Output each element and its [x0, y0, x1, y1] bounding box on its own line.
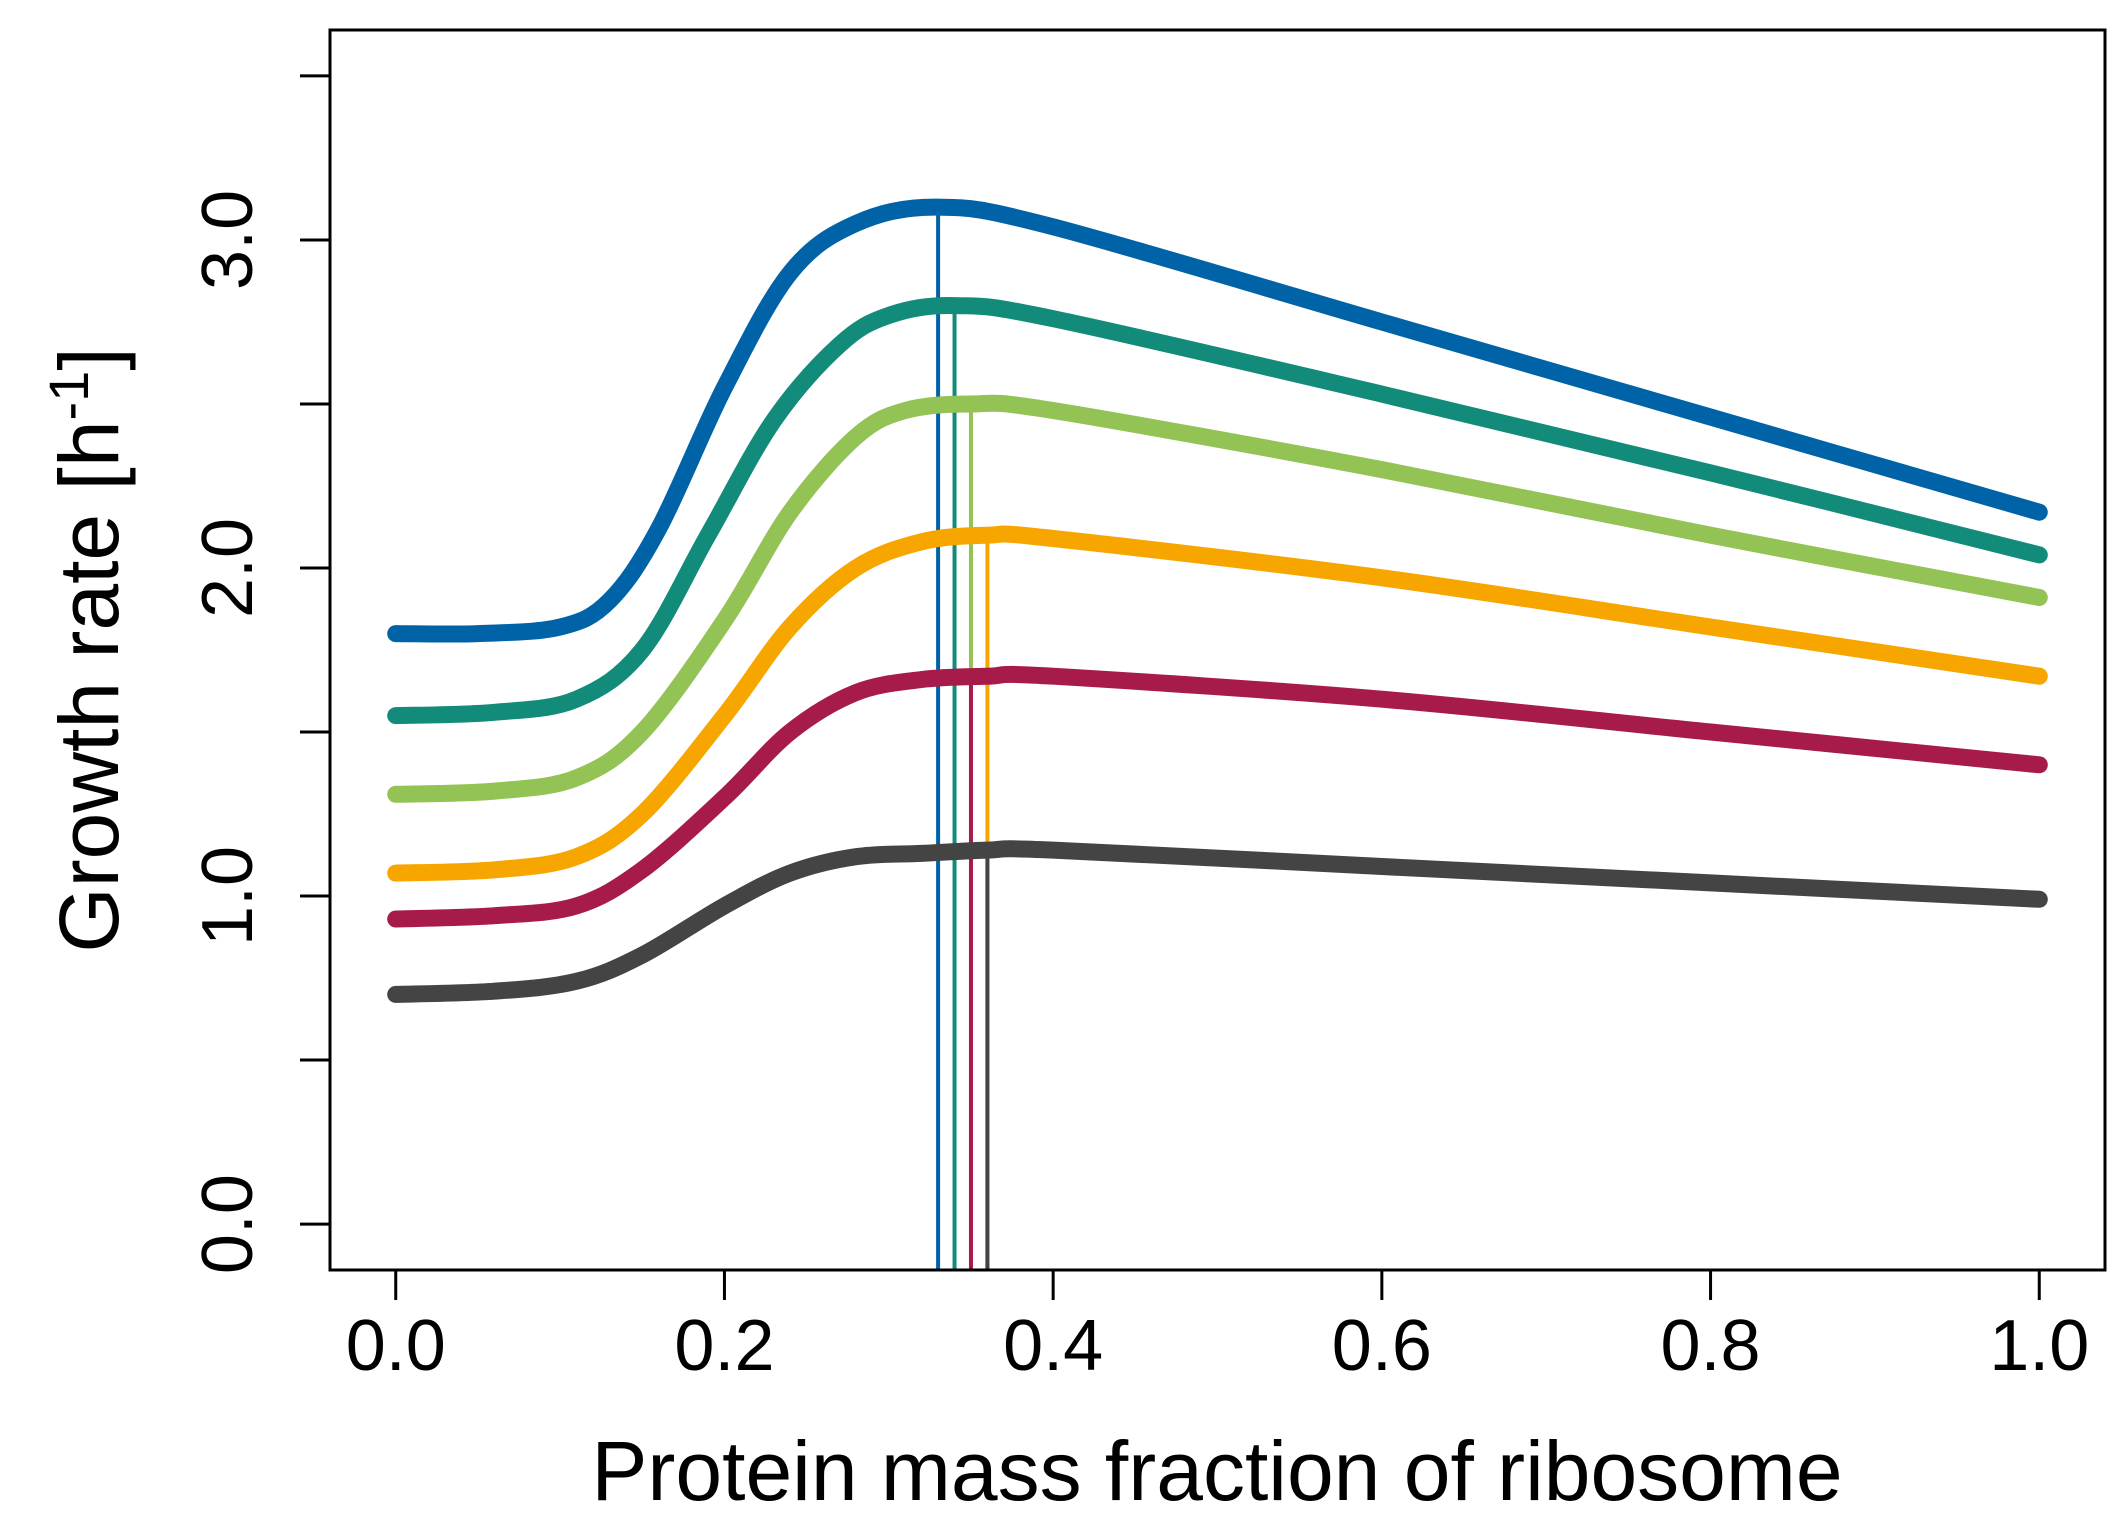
- series-line: [387, 394, 2048, 803]
- series-line: [387, 297, 2048, 725]
- y-axis-title-sup: -1: [37, 371, 100, 421]
- optimum-lines: [936, 207, 990, 1270]
- series-line: [387, 665, 2048, 928]
- series-lines: [387, 198, 2048, 1003]
- y-axis-title: Growth rate [h-1]: [37, 347, 136, 952]
- series-line: [387, 525, 2048, 882]
- x-tick-label: 0.6: [1332, 1306, 1432, 1386]
- y-axis: 0.0 1.0 2.0 3.0: [188, 74, 332, 1274]
- y-axis-title-main: Growth rate [h: [42, 420, 136, 952]
- x-axis: 0.0 0.2 0.4 0.6 0.8 1.0: [346, 1268, 2089, 1386]
- x-tick-label: 0.2: [674, 1306, 774, 1386]
- x-tick-label: 0.4: [1003, 1306, 1103, 1386]
- x-tick-label: 0.0: [346, 1306, 446, 1386]
- x-tick-label: 0.8: [1661, 1306, 1761, 1386]
- y-tick-label: 3.0: [188, 190, 268, 290]
- x-axis-title: Protein mass fraction of ribosome: [591, 1424, 1842, 1518]
- y-tick-label: 0.0: [188, 1174, 268, 1274]
- x-tick-label: 1.0: [1989, 1306, 2089, 1386]
- series-line: [387, 840, 2048, 1003]
- y-tick-label: 2.0: [188, 518, 268, 618]
- y-tick-label: 1.0: [188, 846, 268, 946]
- y-axis-title-close: ]: [42, 347, 136, 370]
- series-line: [387, 198, 2048, 643]
